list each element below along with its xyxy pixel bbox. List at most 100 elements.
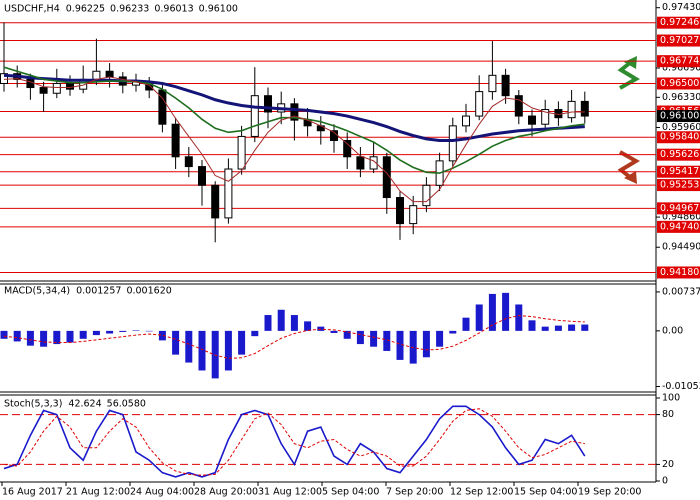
level-label-box xyxy=(657,179,700,192)
candle-body xyxy=(39,87,48,94)
macd-bar xyxy=(132,330,140,331)
x-tick-label: 19 Sep 20:00 xyxy=(578,487,641,498)
y-tick-label: 0.94490 xyxy=(662,242,700,253)
macd-bar xyxy=(356,330,364,345)
y-tick-label: 80 xyxy=(662,409,674,420)
x-tick-label: 15 Sep 04:00 xyxy=(514,487,577,498)
macd-bar xyxy=(224,330,232,371)
level-label: 0.97027 xyxy=(660,35,699,46)
macd-bar xyxy=(462,317,470,331)
level-label-box xyxy=(657,131,700,144)
candle-body xyxy=(343,140,352,158)
macd-signal xyxy=(3,315,585,359)
candle-body xyxy=(528,115,536,125)
level-label-box xyxy=(657,55,700,68)
level-label-box xyxy=(657,202,700,215)
candle-body xyxy=(184,156,193,168)
macd-bar xyxy=(304,321,312,331)
macd-bar xyxy=(568,324,576,331)
level-label: 0.94967 xyxy=(660,203,699,214)
candle-body xyxy=(290,103,299,121)
macd-bar xyxy=(26,330,34,346)
candle-body xyxy=(541,109,550,125)
indicator-title: Stoch(5,3,3) xyxy=(4,399,62,410)
candle-body xyxy=(396,197,404,225)
macd-bar xyxy=(40,330,48,347)
macd-bar xyxy=(488,293,496,331)
candle-body xyxy=(198,166,206,186)
macd-bar xyxy=(541,326,549,331)
macd-bar xyxy=(79,330,87,339)
readout-value: 56.0580 xyxy=(107,399,146,410)
level-label: 0.94180 xyxy=(660,267,699,278)
candle-body xyxy=(422,184,431,207)
level-label-box xyxy=(657,16,700,29)
candle-body xyxy=(237,135,246,170)
level-label-box xyxy=(657,165,700,178)
macd-bar xyxy=(449,330,457,334)
macd-bar xyxy=(581,324,589,331)
y-tick-label: 0.94860 xyxy=(662,212,700,223)
macd-bar xyxy=(515,304,523,331)
stoch-signal xyxy=(3,408,585,476)
macd-bar xyxy=(396,330,404,360)
candle-body xyxy=(66,82,74,90)
macd-bar xyxy=(185,330,193,363)
candle-body xyxy=(488,74,497,93)
candle-body xyxy=(264,95,272,113)
candle-body xyxy=(0,73,8,84)
macd-bar xyxy=(172,330,180,355)
macd-bar xyxy=(422,330,430,358)
y-tick-label: 0.96330 xyxy=(662,92,700,103)
macd-bar xyxy=(119,330,127,332)
y-tick-label: 20 xyxy=(662,459,674,470)
candle-body xyxy=(224,168,233,219)
macd-bar xyxy=(502,292,510,331)
level-label: 0.95417 xyxy=(660,166,699,177)
sell-arrow-icon xyxy=(617,150,640,184)
candle-body xyxy=(448,125,457,162)
y-tick-label: 0.95960 xyxy=(662,122,700,133)
level-label-box xyxy=(657,77,700,90)
level-label: 0.94740 xyxy=(660,221,699,232)
macd-bar xyxy=(0,330,8,339)
readout-value: 0.96100 xyxy=(199,4,238,15)
candle-body xyxy=(356,156,365,170)
macd-bar xyxy=(158,330,166,341)
arrow-head xyxy=(624,171,637,184)
macd-bar xyxy=(251,330,259,337)
readout-value: 0.96225 xyxy=(66,4,105,15)
x-tick-label: 24 Aug 04:00 xyxy=(130,487,194,498)
moving-average xyxy=(3,76,585,203)
macd-bar xyxy=(198,330,206,371)
moving-average xyxy=(3,73,585,142)
level-label-box xyxy=(657,220,700,233)
readout-value: 0.96013 xyxy=(154,4,193,15)
x-tick-label: 31 Aug 12:00 xyxy=(258,487,322,498)
macd-bar xyxy=(92,330,100,336)
candle-body xyxy=(475,91,484,117)
macd-bar xyxy=(317,326,325,331)
current-price-box xyxy=(657,110,700,123)
macd-bar xyxy=(554,325,562,331)
candle-body xyxy=(105,70,114,78)
macd-bar xyxy=(383,330,391,351)
indicator-title: USDCHF,H4 xyxy=(4,4,60,15)
candle-body xyxy=(514,95,523,117)
readout-value: 0.001620 xyxy=(126,286,171,297)
current-price-label: 0.96100 xyxy=(660,111,699,122)
macd-bar xyxy=(145,330,153,332)
y-tick-label: 0.96690 xyxy=(662,62,700,73)
y-tick-label: 100 xyxy=(662,393,680,404)
macd-bar xyxy=(238,330,246,355)
x-tick-label: 28 Aug 20:00 xyxy=(194,487,258,498)
level-label: 0.95253 xyxy=(660,180,699,191)
macd-bar xyxy=(343,330,351,339)
candle-body xyxy=(250,95,259,137)
level-label: 0.97246 xyxy=(660,17,699,28)
readout-value: 0.001257 xyxy=(76,286,121,297)
candle-body xyxy=(92,70,101,80)
candle-body xyxy=(211,184,220,219)
